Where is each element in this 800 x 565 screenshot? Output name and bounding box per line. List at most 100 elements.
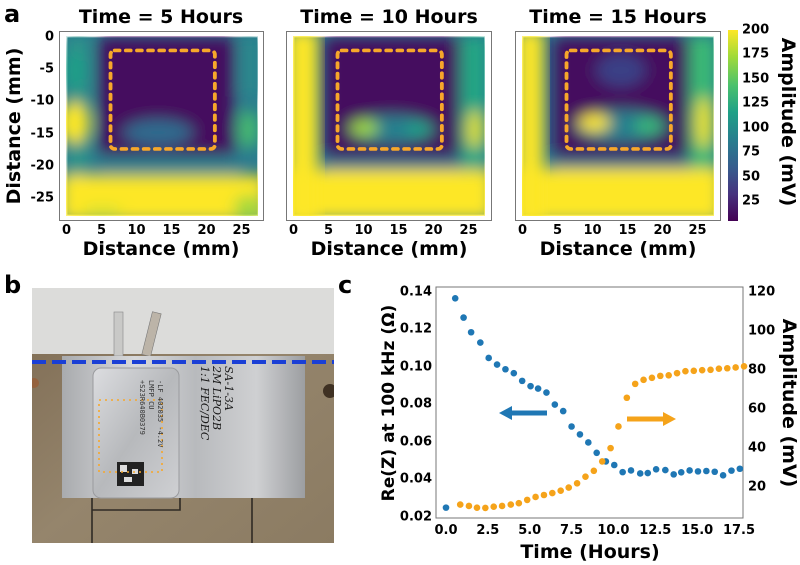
point-amplitude [665, 371, 672, 379]
point-resistance [627, 467, 635, 474]
panel-label-c: c [338, 271, 353, 299]
heatmap-x-tick: 10 [127, 223, 146, 238]
point-resistance [677, 469, 685, 476]
point-resistance [559, 407, 567, 415]
panel-label-b: b [4, 271, 22, 299]
heatmap-x-tick: 20 [653, 223, 672, 238]
point-resistance [527, 382, 534, 390]
x-tick: 7.5 [560, 523, 584, 538]
point-resistance [670, 471, 678, 478]
heatmap-y-tick: -20 [30, 158, 55, 174]
heatmap-x-tick: 15 [162, 223, 181, 238]
y-tick-right: 120 [748, 284, 776, 300]
point-amplitude [648, 374, 656, 382]
heatmap-x-tick: 0 [288, 223, 299, 238]
point-resistance [477, 339, 484, 346]
heatmap-x-tick: 15 [389, 223, 408, 238]
roi-box-5h [108, 48, 217, 151]
x-tick: 17.5 [722, 523, 756, 538]
colorbar-tick: 150 [742, 71, 770, 87]
point-resistance [460, 314, 467, 321]
point-resistance [719, 472, 727, 479]
y-tick-right: 100 [748, 323, 776, 339]
point-resistance [551, 401, 559, 408]
x-axis-label: Time (Hours) [520, 541, 660, 563]
heatmap-x-tick: 10 [354, 223, 373, 238]
heatmap-5h [59, 31, 264, 221]
photo-roi-box [98, 399, 163, 473]
point-resistance [502, 365, 509, 373]
point-amplitude [532, 493, 539, 501]
point-resistance [728, 467, 735, 474]
point-amplitude [690, 367, 698, 375]
heatmap-title-5h: Time = 5 Hours [78, 6, 244, 28]
heatmap-x-tick: 0 [61, 223, 72, 238]
colorbar-tick: 175 [742, 46, 770, 62]
point-resistance [711, 468, 719, 476]
point-resistance [703, 467, 710, 475]
heatmap-title-10h: Time = 10 Hours [300, 6, 478, 28]
point-amplitude [631, 380, 639, 388]
heatmap-y-tick: -5 [39, 61, 54, 77]
colorbar-tick: 25 [742, 193, 761, 209]
point-amplitude [498, 502, 506, 510]
point-amplitude [490, 503, 498, 511]
point-resistance [585, 439, 592, 446]
x-tick: 0.0 [434, 523, 458, 538]
colorbar-tick: 100 [742, 120, 770, 136]
heatmap-y-tick: -25 [30, 190, 55, 206]
point-amplitude [557, 487, 564, 495]
colorbar-tick: 200 [742, 22, 770, 38]
point-amplitude [456, 501, 464, 508]
heatmap-y-tick: 0 [44, 29, 54, 45]
heatmap-5h-image [66, 37, 258, 216]
point-amplitude [615, 423, 622, 430]
arrow-left-resistance [499, 406, 547, 420]
point-amplitude [507, 501, 515, 508]
point-resistance [442, 504, 450, 511]
point-resistance [636, 470, 644, 477]
y-tick-left: 0.12 [399, 321, 432, 337]
heatmap-x-axis-label-15h: Distance (mm) [539, 238, 697, 260]
point-amplitude [473, 504, 481, 512]
point-amplitude [590, 467, 598, 475]
y-tick-left: 0.06 [399, 434, 432, 450]
y-tick-right: 20 [748, 479, 767, 495]
point-resistance [610, 461, 618, 469]
y-tick-right: 80 [748, 362, 767, 378]
heatmap-10h-image [293, 36, 485, 216]
point-amplitude [515, 499, 523, 507]
point-resistance [736, 465, 744, 473]
x-tick: 15.0 [681, 523, 714, 538]
x-tick: 10.0 [597, 523, 630, 538]
heatmap-x-tick: 5 [552, 223, 563, 238]
point-resistance [568, 423, 575, 430]
point-amplitude [582, 473, 589, 480]
heatmap-10h [286, 31, 492, 221]
heatmap-title-15h: Time = 15 Hours [529, 6, 707, 28]
plot-frame [435, 286, 744, 519]
point-resistance [619, 468, 626, 476]
y-tick-right: 60 [748, 401, 767, 417]
point-amplitude [673, 369, 681, 377]
x-tick: 12.5 [639, 523, 672, 538]
point-resistance [534, 385, 542, 392]
point-resistance [543, 389, 550, 396]
colorbar-tick: 50 [742, 169, 761, 185]
point-resistance [686, 467, 693, 474]
point-resistance [694, 468, 702, 475]
point-amplitude [707, 366, 714, 374]
heatmap-x-axis-label-10h: Distance (mm) [310, 238, 468, 260]
y-tick-left: 0.14 [399, 284, 432, 300]
heatmap-15h-image [522, 36, 714, 216]
point-resistance [510, 369, 518, 377]
point-resistance [593, 449, 600, 457]
heatmap-x-tick: 5 [96, 223, 107, 238]
heatmap-y-tick: -15 [30, 126, 55, 142]
point-resistance [485, 354, 492, 362]
heatmap-x-axis-label-5h: Distance (mm) [82, 238, 240, 260]
point-amplitude [465, 502, 473, 510]
point-amplitude [732, 364, 739, 371]
point-amplitude [482, 504, 489, 512]
point-amplitude [607, 444, 614, 452]
